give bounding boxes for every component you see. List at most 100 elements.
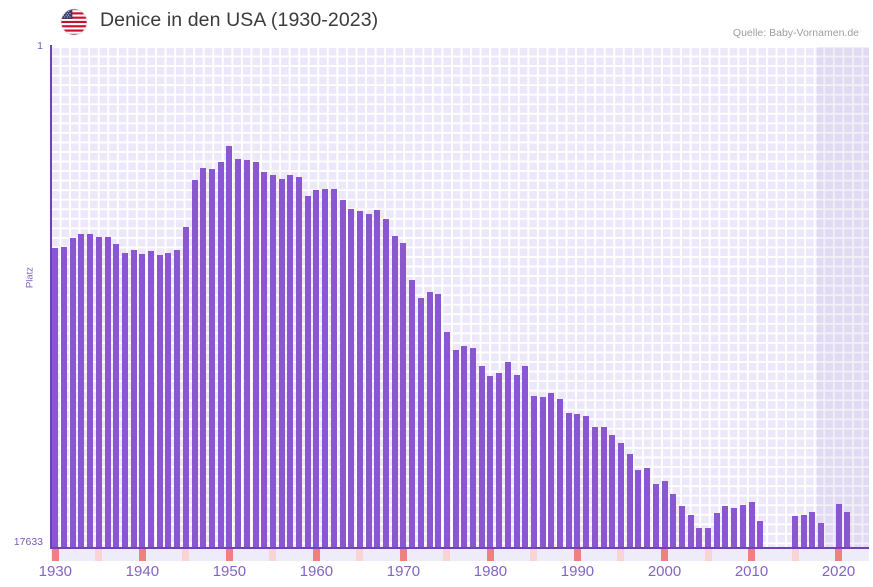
bar-2015[interactable] bbox=[792, 516, 799, 547]
bar-1989[interactable] bbox=[565, 412, 572, 547]
bar-1938[interactable] bbox=[121, 252, 128, 547]
bar-1971[interactable] bbox=[409, 279, 416, 547]
bar-1995[interactable] bbox=[617, 442, 624, 547]
bar-2008[interactable] bbox=[731, 507, 738, 547]
bar-1939[interactable] bbox=[130, 249, 137, 547]
x-tick-mark-1970 bbox=[399, 549, 407, 561]
bar-1945[interactable] bbox=[182, 227, 189, 547]
bar-1986[interactable] bbox=[539, 397, 546, 547]
bar-1980[interactable] bbox=[487, 375, 494, 547]
bar-1955[interactable] bbox=[269, 174, 276, 547]
bar-1953[interactable] bbox=[252, 161, 259, 547]
bar-2017[interactable] bbox=[809, 512, 816, 547]
bar-1968[interactable] bbox=[383, 218, 390, 547]
bar-1969[interactable] bbox=[391, 235, 398, 547]
y-axis-tick-top: 1 bbox=[37, 40, 43, 52]
bar-2010[interactable] bbox=[748, 502, 755, 547]
bar-1967[interactable] bbox=[374, 210, 381, 547]
bar-1941[interactable] bbox=[148, 251, 155, 547]
bar-1947[interactable] bbox=[200, 167, 207, 547]
bar-1982[interactable] bbox=[504, 361, 511, 547]
bar-1951[interactable] bbox=[235, 158, 242, 547]
x-tick-label-2010: 2010 bbox=[734, 563, 769, 580]
bar-1962[interactable] bbox=[330, 188, 337, 547]
bar-2007[interactable] bbox=[722, 506, 729, 547]
bar-1990[interactable] bbox=[574, 414, 581, 547]
bar-1999[interactable] bbox=[652, 483, 659, 547]
bar-1958[interactable] bbox=[296, 177, 302, 547]
x-tick-mark-1965 bbox=[356, 549, 364, 561]
bar-2018[interactable] bbox=[818, 523, 825, 547]
bar-1930[interactable] bbox=[52, 248, 59, 547]
bar-2020[interactable] bbox=[835, 503, 842, 547]
bar-1944[interactable] bbox=[174, 249, 181, 547]
bar-2004[interactable] bbox=[696, 527, 703, 547]
bar-1996[interactable] bbox=[626, 453, 633, 547]
bar-1973[interactable] bbox=[426, 292, 433, 547]
bar-1978[interactable] bbox=[470, 347, 477, 547]
bar-2016[interactable] bbox=[800, 514, 807, 547]
x-tick-label-2020: 2020 bbox=[821, 563, 856, 580]
bar-2003[interactable] bbox=[687, 514, 694, 547]
bar-1965[interactable] bbox=[356, 211, 363, 547]
bar-1942[interactable] bbox=[156, 255, 163, 547]
bar-1998[interactable] bbox=[644, 468, 651, 547]
bar-1937[interactable] bbox=[113, 244, 120, 547]
bar-2002[interactable] bbox=[678, 506, 685, 547]
bar-1957[interactable] bbox=[287, 174, 294, 547]
x-axis-line bbox=[50, 547, 869, 549]
bar-2009[interactable] bbox=[739, 504, 746, 547]
x-tick-mark-2020 bbox=[835, 549, 843, 561]
bar-1956[interactable] bbox=[278, 178, 285, 547]
bar-1952[interactable] bbox=[243, 160, 250, 547]
bar-1959[interactable] bbox=[304, 195, 311, 547]
bar-1983[interactable] bbox=[513, 374, 520, 547]
bar-1985[interactable] bbox=[530, 395, 537, 547]
bar-1976[interactable] bbox=[452, 350, 459, 547]
bar-1991[interactable] bbox=[583, 415, 590, 547]
bar-1963[interactable] bbox=[339, 200, 346, 547]
x-tick-label-1990: 1990 bbox=[560, 563, 595, 580]
bar-1932[interactable] bbox=[69, 238, 76, 547]
bar-1931[interactable] bbox=[61, 246, 68, 547]
bar-1987[interactable] bbox=[548, 392, 555, 547]
bar-1984[interactable] bbox=[522, 366, 529, 547]
bar-1966[interactable] bbox=[365, 214, 372, 547]
bar-1988[interactable] bbox=[557, 398, 564, 547]
bar-2021[interactable] bbox=[844, 512, 851, 547]
bar-1964[interactable] bbox=[348, 208, 355, 547]
bar-1979[interactable] bbox=[478, 366, 485, 547]
bar-1981[interactable] bbox=[496, 373, 503, 547]
bar-1950[interactable] bbox=[226, 146, 233, 547]
bar-1972[interactable] bbox=[417, 297, 424, 547]
bar-1977[interactable] bbox=[461, 346, 468, 547]
bar-1974[interactable] bbox=[435, 293, 442, 547]
bar-1934[interactable] bbox=[87, 234, 94, 547]
bar-1961[interactable] bbox=[322, 188, 329, 547]
bar-1940[interactable] bbox=[139, 253, 146, 547]
bar-2006[interactable] bbox=[713, 513, 720, 547]
bar-1946[interactable] bbox=[191, 180, 198, 547]
bar-1997[interactable] bbox=[635, 469, 642, 547]
bar-1993[interactable] bbox=[600, 426, 607, 547]
bar-1935[interactable] bbox=[95, 236, 102, 547]
x-tick-mark-1985 bbox=[530, 549, 538, 561]
bar-1954[interactable] bbox=[261, 171, 268, 547]
bar-1970[interactable] bbox=[400, 242, 407, 547]
bar-2011[interactable] bbox=[757, 520, 764, 547]
bar-1933[interactable] bbox=[78, 234, 85, 547]
bar-1960[interactable] bbox=[313, 190, 320, 547]
bar-1943[interactable] bbox=[165, 252, 172, 547]
bar-2005[interactable] bbox=[705, 527, 711, 547]
x-tick-mark-1960 bbox=[312, 549, 320, 561]
bar-2000[interactable] bbox=[661, 480, 668, 547]
bar-2001[interactable] bbox=[670, 493, 677, 547]
bar-1992[interactable] bbox=[591, 426, 598, 547]
bar-1949[interactable] bbox=[217, 161, 224, 547]
bar-1936[interactable] bbox=[104, 236, 111, 547]
bar-1975[interactable] bbox=[443, 331, 450, 547]
bar-1948[interactable] bbox=[208, 168, 215, 547]
bar-1994[interactable] bbox=[609, 435, 616, 547]
x-tick-label-1930: 1930 bbox=[38, 563, 73, 580]
